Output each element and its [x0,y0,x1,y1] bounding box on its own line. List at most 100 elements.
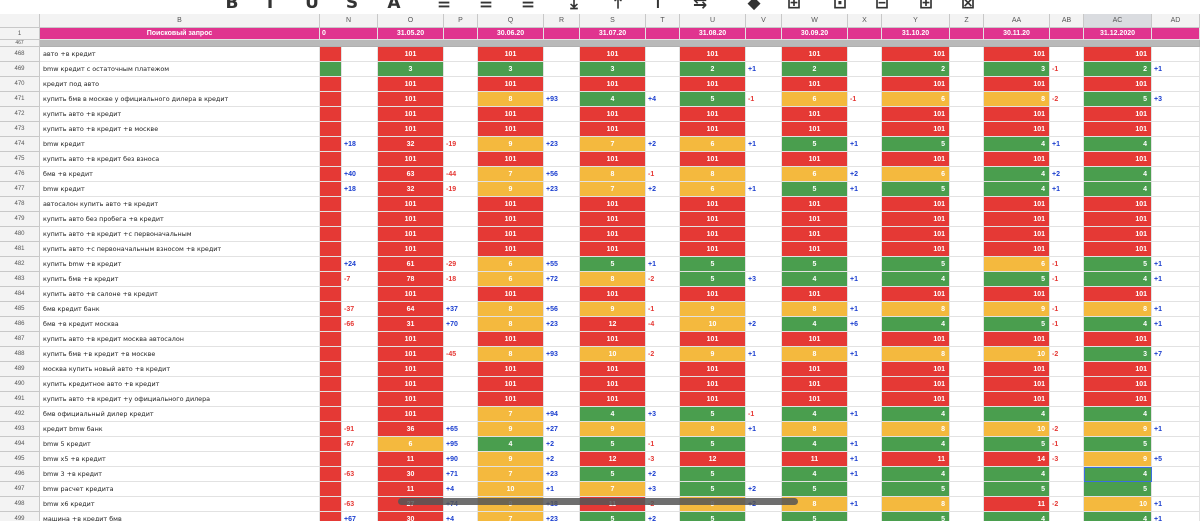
position-change[interactable] [444,107,478,122]
position-cell[interactable]: 9 [580,422,646,437]
baseline-cell[interactable] [320,347,342,362]
position-change[interactable] [746,452,782,467]
position-change[interactable] [544,122,580,137]
position-change[interactable] [746,167,782,182]
row-number[interactable]: 498 [0,497,40,512]
position-change[interactable] [746,152,782,167]
position-cell[interactable]: 4 [984,167,1050,182]
position-change[interactable]: -2 [1050,92,1084,107]
row-number[interactable]: 483 [0,272,40,287]
keyword-cell[interactable]: bmw 3 +в кредит [40,467,320,482]
position-change[interactable]: -1 [746,407,782,422]
baseline-change[interactable]: +24 [342,257,378,272]
position-cell[interactable]: 101 [680,362,746,377]
baseline-change[interactable]: +40 [342,167,378,182]
position-cell[interactable]: 101 [478,362,544,377]
baseline-cell[interactable] [320,77,342,92]
position-change[interactable] [746,392,782,407]
position-change[interactable]: +1 [848,137,882,152]
align-center-icon[interactable]: ≡ [478,0,494,13]
position-cell[interactable]: 5 [882,257,950,272]
position-change[interactable] [1152,407,1200,422]
baseline-change[interactable] [342,107,378,122]
position-change[interactable] [746,437,782,452]
position-change[interactable]: +2 [646,137,680,152]
position-change[interactable] [950,512,984,521]
position-change[interactable] [444,287,478,302]
row-number[interactable]: 495 [0,452,40,467]
position-change[interactable] [646,392,680,407]
position-change[interactable] [1050,512,1084,521]
position-cell[interactable]: 3 [378,62,444,77]
position-change[interactable]: +3 [1152,92,1200,107]
position-cell[interactable]: 101 [378,287,444,302]
position-change[interactable]: -1 [646,302,680,317]
position-change[interactable] [746,377,782,392]
keyword-cell[interactable]: купить авто +в кредит москва автосалон [40,332,320,347]
position-cell[interactable]: 101 [882,77,950,92]
position-cell[interactable]: 101 [984,362,1050,377]
baseline-cell[interactable] [320,272,342,287]
keyword-cell[interactable]: кредит bmw банк [40,422,320,437]
keyword-cell[interactable]: купить авто +в кредит без взноса [40,152,320,167]
position-cell[interactable]: 8 [580,272,646,287]
position-cell[interactable]: 101 [680,212,746,227]
position-cell[interactable]: 2 [782,62,848,77]
baseline-cell[interactable] [320,362,342,377]
position-cell[interactable]: 9 [478,182,544,197]
position-cell[interactable]: 101 [1084,392,1152,407]
position-change[interactable] [1152,242,1200,257]
baseline-change[interactable] [342,452,378,467]
position-change[interactable] [646,197,680,212]
position-change[interactable]: +1 [1050,182,1084,197]
keyword-cell[interactable]: автосалон купить авто +в кредит [40,197,320,212]
position-cell[interactable]: 5 [782,257,848,272]
position-cell[interactable]: 4 [1084,512,1152,521]
position-change[interactable] [848,62,882,77]
position-change[interactable] [848,212,882,227]
position-change[interactable] [1152,107,1200,122]
position-change[interactable] [444,92,478,107]
position-change[interactable] [1050,482,1084,497]
position-change[interactable]: -1 [1050,257,1084,272]
row-number[interactable]: 490 [0,377,40,392]
baseline-change[interactable] [342,482,378,497]
position-change[interactable] [646,62,680,77]
position-cell[interactable]: 101 [478,227,544,242]
baseline-cell[interactable] [320,152,342,167]
position-change[interactable]: +71 [444,467,478,482]
position-cell[interactable]: 6 [680,137,746,152]
select-all-corner[interactable] [0,14,40,28]
position-cell[interactable]: 101 [680,227,746,242]
position-change[interactable] [848,287,882,302]
keyword-cell[interactable]: москва купить новый авто +в кредит [40,362,320,377]
position-cell[interactable]: 101 [580,242,646,257]
position-change[interactable] [544,62,580,77]
position-change[interactable]: +2 [848,167,882,182]
position-change[interactable] [444,122,478,137]
row-number[interactable]: 467 [0,40,40,47]
keyword-cell[interactable]: купить авто +в салоне +в кредит [40,287,320,302]
position-change[interactable] [746,197,782,212]
position-cell[interactable]: 101 [882,152,950,167]
position-cell[interactable]: 7 [478,512,544,521]
position-change[interactable] [1050,47,1084,62]
position-change[interactable] [950,467,984,482]
position-cell[interactable]: 101 [378,347,444,362]
baseline-change[interactable] [342,347,378,362]
position-cell[interactable]: 4 [984,137,1050,152]
keyword-cell[interactable]: bmw x6 кредит [40,497,320,512]
position-change[interactable] [746,212,782,227]
position-cell[interactable]: 101 [378,362,444,377]
position-change[interactable]: +2 [746,482,782,497]
position-change[interactable]: -19 [444,137,478,152]
position-cell[interactable]: 101 [378,152,444,167]
position-cell[interactable]: 32 [378,182,444,197]
row-number[interactable]: 494 [0,437,40,452]
position-cell[interactable]: 101 [984,377,1050,392]
position-cell[interactable]: 101 [478,107,544,122]
position-cell[interactable]: 11 [984,497,1050,512]
position-cell[interactable]: 78 [378,272,444,287]
position-change[interactable] [646,332,680,347]
position-cell[interactable]: 6 [782,167,848,182]
